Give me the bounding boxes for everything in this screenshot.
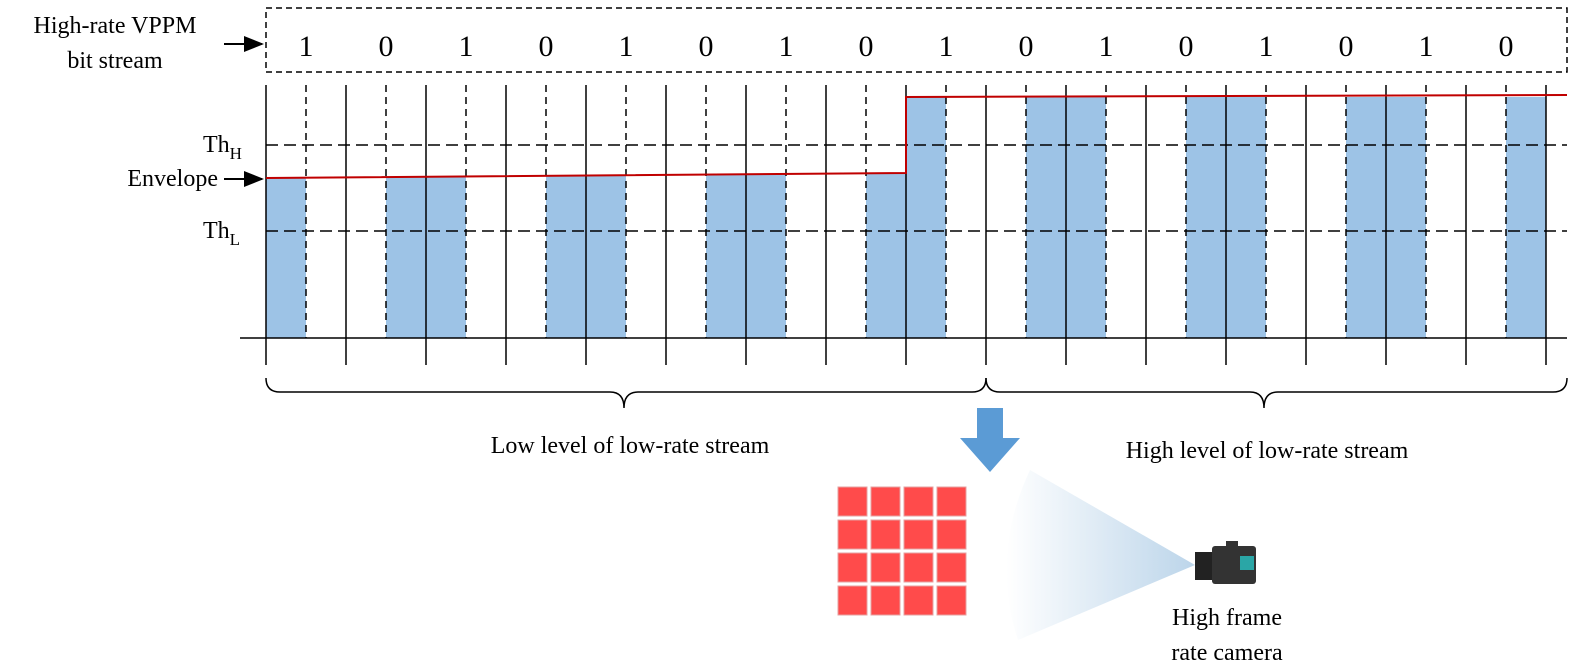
led [871, 553, 900, 582]
bit: 0 [699, 30, 714, 63]
camera-icon [1195, 541, 1256, 584]
light-cone [1006, 470, 1195, 640]
bit: 0 [1339, 30, 1354, 63]
bit-stream-label: bit stream [67, 48, 163, 74]
led [838, 553, 867, 582]
led [904, 487, 933, 516]
pulse [1026, 97, 1066, 338]
led [904, 586, 933, 615]
pulse [1186, 97, 1226, 338]
led [937, 586, 966, 615]
bit: 0 [379, 30, 394, 63]
camera-label: rate camera [1171, 640, 1283, 666]
pulse [746, 174, 786, 338]
pulse [266, 178, 306, 338]
led [838, 520, 867, 549]
led [838, 586, 867, 615]
led [871, 487, 900, 516]
pulse [386, 177, 426, 338]
bit: 0 [1499, 30, 1514, 63]
segment-label: Low level of low-rate stream [491, 433, 770, 459]
pulse [1506, 97, 1546, 338]
pulse [866, 173, 906, 338]
led-array [838, 487, 966, 615]
led [838, 487, 867, 516]
bit: 1 [1259, 30, 1274, 63]
bit: 0 [1019, 30, 1034, 63]
bit: 1 [1419, 30, 1434, 63]
camera-label: High frame [1172, 605, 1282, 631]
bit: 1 [1099, 30, 1114, 63]
diagram: High-rate VPPM bit stream Envelope ThH T… [0, 0, 1579, 672]
pulse [1386, 97, 1426, 338]
threshold-high: ThH [203, 132, 242, 163]
brace [986, 378, 1567, 408]
pulse [906, 97, 946, 338]
bit: 1 [459, 30, 474, 63]
envelope-label: Envelope [127, 166, 218, 192]
pulse [706, 175, 746, 338]
brace [266, 378, 986, 408]
pulse [586, 176, 626, 339]
pulse [1066, 97, 1106, 338]
led [937, 553, 966, 582]
led [871, 586, 900, 615]
bit: 1 [779, 30, 794, 63]
pulse [426, 177, 466, 338]
bit: 1 [299, 30, 314, 63]
led [871, 520, 900, 549]
segment-label: High level of low-rate stream [1126, 438, 1409, 464]
bit: 0 [539, 30, 554, 63]
bit: 1 [939, 30, 954, 63]
bit: 0 [1179, 30, 1194, 63]
pulse [1346, 97, 1386, 338]
led [937, 520, 966, 549]
pulse [546, 176, 586, 338]
led [937, 487, 966, 516]
down-arrow [960, 408, 1020, 472]
bit-stream-label: High-rate VPPM [34, 13, 197, 39]
pulse [1226, 97, 1266, 338]
led [904, 553, 933, 582]
bit: 1 [619, 30, 634, 63]
bit: 0 [859, 30, 874, 63]
threshold-low: ThL [203, 218, 240, 249]
led [904, 520, 933, 549]
